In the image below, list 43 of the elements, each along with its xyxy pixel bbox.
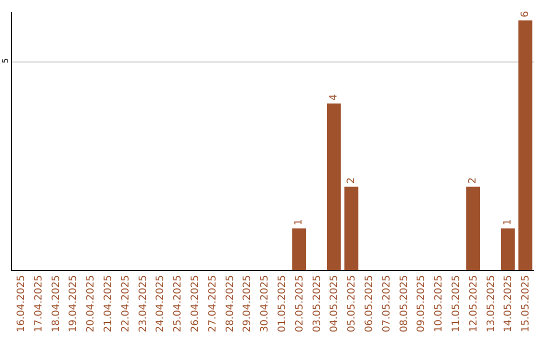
x-tick-label: 24.04.2025 [155,275,166,332]
x-tick-label: 28.04.2025 [224,275,236,332]
x-tick-label: 19.04.2025 [68,275,80,332]
x-tick-label: 26.04.2025 [190,275,201,332]
x-tick-label: 11.05.2025 [450,275,462,332]
x-tick-label: 22.04.2025 [120,275,132,332]
x-tick-label: 23.04.2025 [138,275,149,332]
bar [466,186,480,270]
x-tick-label: 18.04.2025 [50,275,62,332]
data-label: 2 [346,177,357,184]
bar [518,20,532,270]
data-label: 1 [502,219,514,226]
x-tick-label: 27.04.2025 [207,275,218,332]
x-tick-label: 04.05.2025 [329,275,340,332]
x-tick-label: 03.05.2025 [312,275,323,332]
bar [326,104,341,270]
y-tick-label: 5 [0,58,10,64]
x-tick-label: 05.05.2025 [346,275,358,332]
bar [292,228,306,270]
x-tick-label: 30.04.2025 [260,275,271,332]
x-tick-label: 25.04.2025 [172,275,184,332]
bar [500,228,515,270]
x-tick-label: 16.04.2025 [16,275,27,332]
x-tick-label: 06.05.2025 [364,275,375,332]
x-tick-label: 14.05.2025 [503,275,514,332]
x-tick-label: 29.04.2025 [242,275,254,332]
x-tick-label: 13.05.2025 [486,275,497,332]
data-label: 2 [468,177,479,184]
bar [344,186,358,270]
x-tick-label: 12.05.2025 [468,275,480,332]
x-tick-label: 20.04.2025 [86,275,97,332]
data-label: 1 [294,219,305,226]
x-tick-label: 21.04.2025 [102,275,114,332]
x-tick-label: 17.04.2025 [33,275,44,332]
data-label: 6 [520,10,531,18]
data-label: 4 [328,94,340,101]
x-tick-label: 02.05.2025 [294,275,306,332]
x-tick-label: 15.05.2025 [520,275,532,332]
x-tick-label: 08.05.2025 [398,275,410,332]
x-tick-label: 09.05.2025 [416,275,428,332]
x-tick-label: 07.05.2025 [381,275,392,332]
x-tick-label: 01.05.2025 [276,275,288,332]
x-tick-label: 10.05.2025 [434,275,445,332]
